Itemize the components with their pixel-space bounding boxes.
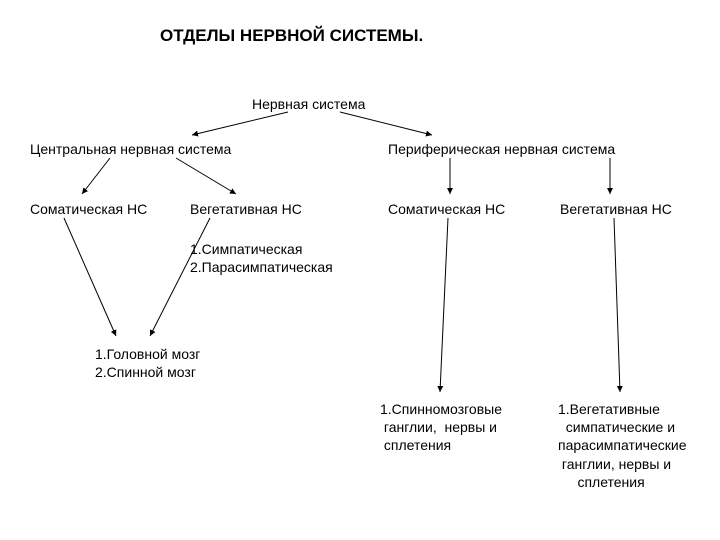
- node-spinal-ganglia: 1.Спинномозговые ганглии, нервы и сплете…: [380, 400, 502, 455]
- diagram-title: ОТДЕЛЫ НЕРВНОЙ СИСТЕМЫ.: [160, 25, 423, 47]
- node-somatic-right: Соматическая НС: [388, 200, 505, 218]
- node-pns: Периферическая нервная система: [388, 140, 615, 158]
- node-cns: Центральная нервная система: [30, 140, 231, 158]
- node-brain-list: 1.Головной мозг 2.Спинной мозг: [95, 345, 200, 381]
- diagram-canvas: ОТДЕЛЫ НЕРВНОЙ СИСТЕМЫ. Нервная система …: [0, 0, 720, 540]
- node-root: Нервная система: [252, 95, 365, 113]
- node-vegetative-right: Вегетативная НС: [560, 200, 672, 218]
- node-vegetative-ganglia: 1.Вегетативные симпатические и парасимпа…: [558, 400, 687, 491]
- node-vegetative-left: Вегетативная НС: [190, 200, 302, 218]
- node-sympathetic-list: 1.Симпатическая 2.Парасимпатическая: [190, 240, 333, 276]
- node-somatic-left: Соматическая НС: [30, 200, 147, 218]
